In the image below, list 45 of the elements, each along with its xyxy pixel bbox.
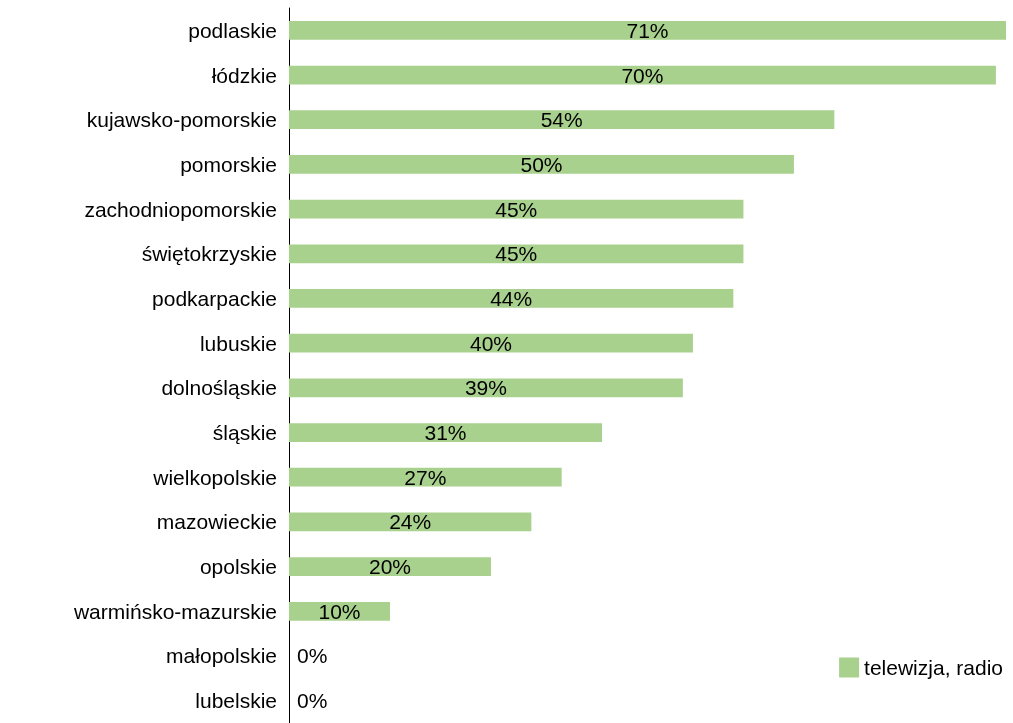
bar	[289, 155, 794, 174]
data-label: 0%	[297, 644, 328, 668]
data-label: 54%	[540, 108, 583, 132]
data-label: 0%	[297, 689, 328, 713]
bar	[289, 65, 996, 85]
data-label: 31%	[424, 421, 467, 445]
y-tick-label: świętokrzyskie	[141, 242, 277, 266]
bar	[289, 199, 744, 219]
y-tick-label: małopolskie	[166, 644, 277, 668]
y-tick-label: lubuskie	[199, 331, 277, 355]
data-label: 45%	[495, 242, 538, 266]
data-label: 40%	[469, 331, 512, 355]
y-tick-label: podkarpackie	[152, 286, 277, 310]
data-label: 10%	[318, 599, 361, 623]
legend-label: telewizja, radio	[864, 656, 1004, 679]
bar	[289, 20, 1006, 40]
data-label: 70%	[621, 63, 664, 87]
y-tick-label: podlaskie	[188, 18, 277, 42]
y-tick-label: wielkopolskie	[152, 465, 277, 489]
y-tick-label: kujawsko-pomorskie	[86, 108, 277, 132]
data-label: 45%	[495, 197, 538, 221]
bar	[289, 244, 744, 264]
y-tick-label: śląskie	[212, 421, 277, 445]
bar	[289, 289, 734, 308]
bar	[289, 333, 693, 353]
y-tick-label: pomorskie	[180, 152, 277, 176]
data-label: 39%	[464, 376, 507, 400]
data-label: 27%	[404, 465, 447, 489]
data-label: 44%	[490, 286, 533, 310]
data-label: 24%	[389, 510, 432, 534]
y-tick-label: lubelskie	[195, 689, 277, 713]
y-tick-label: mazowieckie	[156, 510, 277, 534]
bar	[289, 423, 603, 442]
bar	[289, 557, 491, 576]
data-label: 50%	[520, 152, 563, 176]
y-tick-label: zachodniopomorskie	[84, 197, 277, 221]
y-tick-label: dolnośląskie	[161, 376, 277, 400]
bar	[289, 467, 562, 487]
data-label: 71%	[626, 18, 669, 42]
data-label: 20%	[368, 555, 411, 579]
bar	[289, 110, 835, 130]
bar	[289, 378, 683, 398]
y-tick-label: warmińsko-mazurskie	[72, 599, 277, 623]
y-tick-label: opolskie	[199, 555, 277, 579]
y-tick-label: łódzkie	[211, 63, 277, 87]
